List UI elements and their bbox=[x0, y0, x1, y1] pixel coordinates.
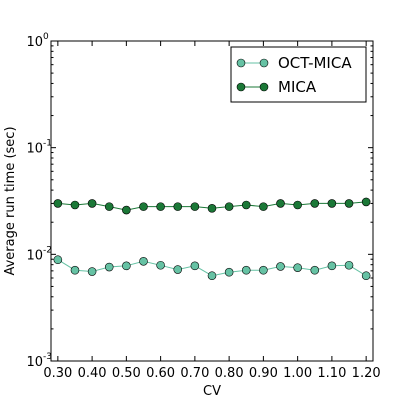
data-point-mica bbox=[207, 204, 217, 213]
legend-label-oct-mica: OCT-MICA bbox=[278, 54, 352, 72]
data-point-oct-mica bbox=[361, 271, 371, 281]
legend-box bbox=[230, 46, 367, 103]
data-point-oct-mica bbox=[139, 257, 148, 266]
legend-marker-mica-right bbox=[259, 82, 269, 92]
data-point-mica bbox=[104, 202, 114, 211]
data-point-mica bbox=[53, 199, 63, 208]
data-point-oct-mica bbox=[344, 260, 354, 270]
y-tick-label: 10 bbox=[26, 355, 43, 370]
data-point-mica bbox=[156, 202, 165, 211]
data-point-mica bbox=[241, 200, 251, 210]
data-point-oct-mica bbox=[241, 265, 251, 275]
data-point-oct-mica bbox=[293, 263, 302, 272]
y-tick-label: 10 bbox=[26, 142, 43, 157]
x-tick-label: 0.90 bbox=[249, 366, 278, 381]
plot-frame bbox=[50, 40, 374, 362]
data-point-mica bbox=[224, 202, 234, 211]
data-point-oct-mica bbox=[70, 265, 80, 275]
data-point-mica bbox=[259, 202, 268, 211]
x-tick-label: 1.10 bbox=[317, 366, 346, 381]
data-point-oct-mica bbox=[122, 261, 131, 271]
data-point-mica bbox=[173, 202, 183, 211]
legend-label-mica: MICA bbox=[278, 78, 317, 96]
y-axis-label: Average run time (sec) bbox=[3, 126, 18, 275]
y-tick-label: 10 bbox=[26, 248, 43, 263]
x-tick-label: 1.00 bbox=[283, 366, 312, 381]
data-point-mica bbox=[293, 200, 302, 210]
x-tick-label: 0.50 bbox=[112, 366, 141, 381]
data-point-mica bbox=[190, 202, 200, 211]
data-point-oct-mica bbox=[190, 261, 200, 271]
legend-marker-mica-left bbox=[236, 82, 246, 92]
legend-marker-oct-mica-right bbox=[259, 58, 269, 68]
data-point-mica bbox=[139, 202, 148, 211]
data-point-oct-mica bbox=[53, 255, 63, 265]
data-point-mica bbox=[87, 199, 97, 208]
data-point-mica bbox=[70, 200, 80, 210]
data-point-mica bbox=[122, 205, 131, 215]
data-point-oct-mica bbox=[224, 267, 234, 277]
x-tick-label: 0.40 bbox=[78, 366, 107, 381]
data-point-oct-mica bbox=[310, 265, 320, 275]
data-point-oct-mica bbox=[87, 267, 97, 276]
series-layer bbox=[53, 197, 371, 281]
data-point-oct-mica bbox=[173, 265, 183, 274]
y-tick-exponent: 0 bbox=[43, 32, 49, 42]
x-axis-label: CV bbox=[203, 384, 221, 399]
y-tick-exponent: -2 bbox=[43, 245, 52, 255]
x-tick-label: 0.70 bbox=[180, 366, 209, 381]
data-point-mica bbox=[276, 199, 285, 208]
data-point-mica bbox=[361, 197, 371, 207]
data-point-mica bbox=[344, 199, 354, 208]
legend: OCT-MICA MICA bbox=[230, 46, 367, 103]
legend-marker-oct-mica-left bbox=[236, 58, 246, 68]
data-point-mica bbox=[310, 199, 320, 208]
x-tick-label: 0.60 bbox=[146, 366, 175, 381]
data-point-oct-mica bbox=[327, 261, 337, 271]
data-point-mica bbox=[327, 199, 337, 208]
x-tick-label: 1.20 bbox=[352, 366, 381, 381]
data-point-oct-mica bbox=[207, 271, 217, 281]
x-tick-label: 0.30 bbox=[43, 366, 72, 381]
x-tick-label: 0.80 bbox=[215, 366, 244, 381]
y-tick-exponent: -3 bbox=[43, 352, 52, 362]
y-tick-label: 10 bbox=[26, 35, 43, 50]
data-point-oct-mica bbox=[259, 265, 268, 275]
y-tick-exponent: -1 bbox=[43, 139, 52, 149]
data-point-oct-mica bbox=[276, 262, 285, 271]
data-point-oct-mica bbox=[104, 262, 114, 272]
data-point-oct-mica bbox=[156, 260, 165, 270]
